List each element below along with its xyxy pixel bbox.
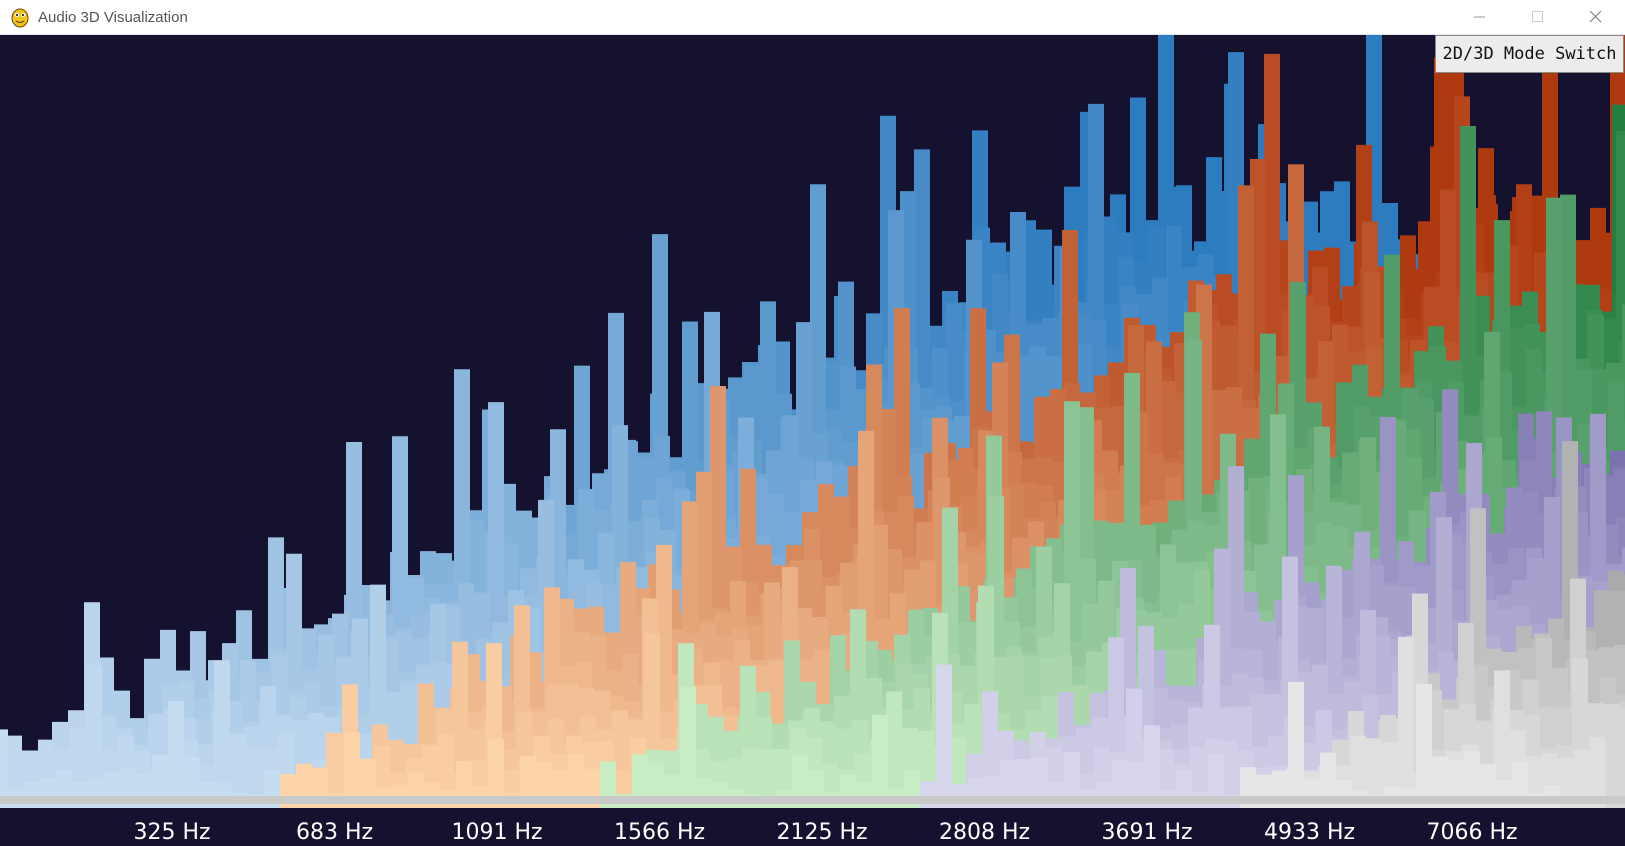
spectrum-band [0, 729, 120, 808]
frequency-tick-label: 1091 Hz [451, 820, 543, 845]
spectrum-band [1286, 636, 1446, 808]
spectrum-band [600, 686, 760, 808]
title-bar: Audio 3D Visualization [0, 0, 1625, 35]
app-icon [11, 8, 29, 28]
window-controls [1451, 0, 1625, 34]
minimize-icon [1474, 16, 1485, 18]
baseline-strip [0, 796, 1625, 804]
maximize-button[interactable] [1509, 0, 1567, 34]
minimize-button[interactable] [1451, 0, 1509, 34]
spectrum-band [760, 714, 920, 808]
frequency-tick-label: 683 Hz [295, 820, 374, 845]
close-button[interactable] [1567, 0, 1625, 34]
spectrum-band [120, 701, 280, 808]
spectrum-band [166, 660, 326, 808]
spectrum-layer [0, 664, 1560, 808]
spectrum-visualization[interactable] [0, 35, 1625, 808]
frequency-tick-label: 325 Hz [133, 820, 211, 845]
spectrum-band [1240, 681, 1400, 808]
window-title: Audio 3D Visualization [38, 8, 188, 26]
frequency-axis: 325 Hz 683 Hz 1091 Hz 1566 Hz 2125 Hz 2808 Hz… [0, 808, 1625, 846]
spectrum-band [1400, 683, 1560, 808]
spectrum-band [440, 739, 600, 808]
spectrum-band [920, 664, 1080, 808]
frequency-tick-label: 1566 Hz [613, 820, 706, 845]
spectrum-band [280, 732, 440, 808]
frequency-tick-label: 3691 Hz [1101, 820, 1193, 845]
mode-switch-button[interactable]: 2D/3D Mode Switch [1435, 35, 1624, 73]
maximize-icon [1532, 11, 1543, 22]
frequency-tick-label: 2808 Hz [938, 820, 1031, 845]
spectrum-canvas [0, 35, 1625, 808]
frequency-tick-label: 4933 Hz [1263, 820, 1356, 845]
frequency-tick-label: 2125 Hz [776, 820, 868, 845]
frequency-tick-label: 7066 Hz [1426, 820, 1518, 845]
close-icon [1590, 11, 1602, 23]
spectrum-band [1080, 725, 1240, 808]
